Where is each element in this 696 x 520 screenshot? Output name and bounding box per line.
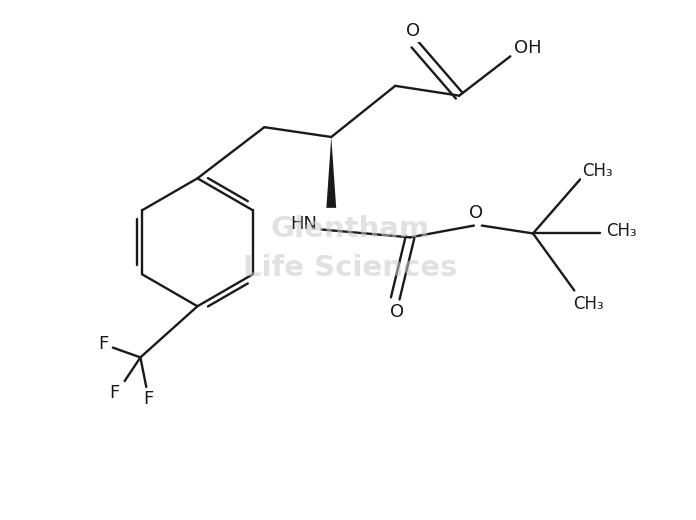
Text: O: O xyxy=(406,22,420,40)
Polygon shape xyxy=(326,137,336,208)
Text: HN: HN xyxy=(290,215,317,232)
Text: OH: OH xyxy=(514,40,542,57)
Text: F: F xyxy=(143,390,153,408)
Text: F: F xyxy=(98,335,108,353)
Text: CH₃: CH₃ xyxy=(606,223,637,240)
Text: F: F xyxy=(110,384,120,402)
Text: CH₃: CH₃ xyxy=(573,295,603,313)
Text: CH₃: CH₃ xyxy=(583,162,613,180)
Text: Glentham
Life Sciences: Glentham Life Sciences xyxy=(243,215,457,282)
Text: O: O xyxy=(390,303,404,321)
Text: O: O xyxy=(469,204,483,222)
